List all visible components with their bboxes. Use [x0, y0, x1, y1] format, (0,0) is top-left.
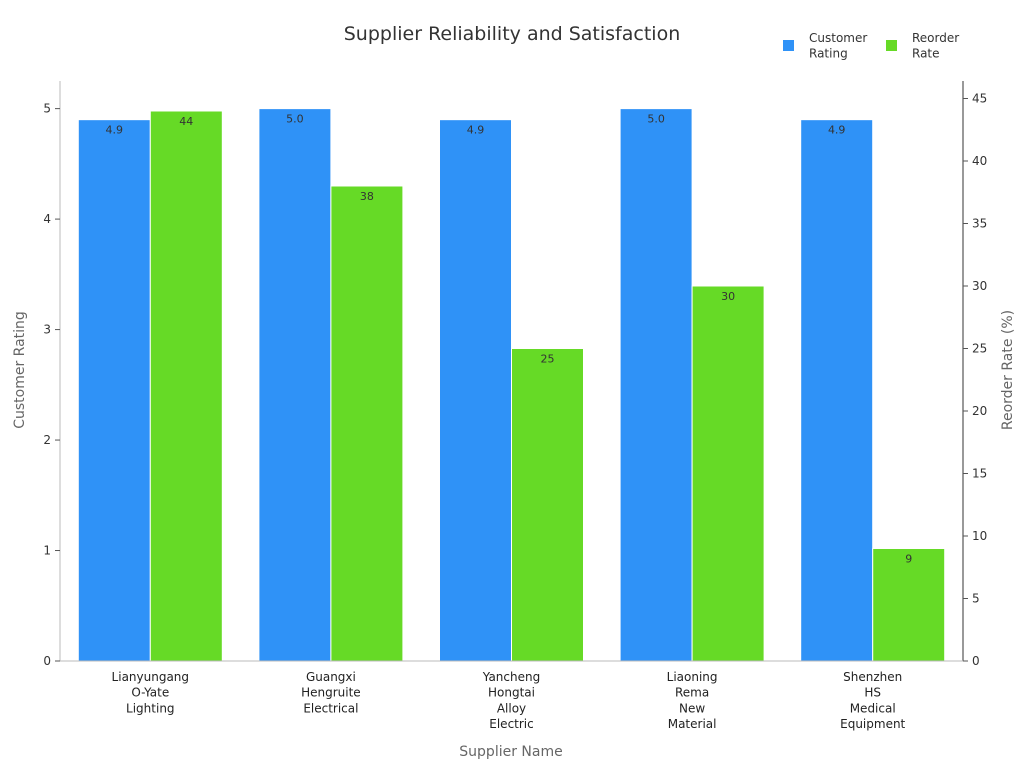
y-tick-label: 3	[43, 323, 51, 337]
x-tick-label: Shenzhen HS Medical Equipment	[840, 670, 905, 731]
y-tick-label: 1	[43, 544, 51, 558]
x-tick-label: Yancheng Hongtai Alloy Electric	[482, 670, 540, 731]
y-tick-label: 0	[43, 654, 51, 668]
bar-reorder-rate-3	[691, 285, 765, 662]
legend-swatch-reorder-rate	[886, 40, 897, 51]
x-tick-label: Guangxi Hengruite Electrical	[301, 670, 361, 715]
chart-title: Supplier Reliability and Satisfaction	[344, 23, 680, 45]
bar-customer-rating-0	[77, 119, 151, 662]
data-label: 5.0	[647, 113, 665, 126]
data-label: 9	[905, 553, 912, 566]
bar-reorder-rate-4	[872, 548, 946, 662]
data-label: 25	[541, 353, 555, 366]
legend-swatch-customer-rating	[783, 40, 794, 51]
data-label: 4.9	[467, 124, 485, 137]
x-tick-label: Lianyungang O-Yate Lighting	[112, 670, 189, 715]
y2-tick-label: 35	[972, 217, 987, 231]
legend-label-reorder-rate: Reorder Rate	[912, 31, 959, 61]
y2-tick-label: 0	[972, 654, 980, 668]
y2-tick-label: 30	[972, 279, 987, 293]
x-axis-label: Supplier Name	[459, 744, 562, 760]
y-tick-label: 5	[43, 102, 51, 116]
y2-tick-label: 20	[972, 404, 987, 418]
y2-tick-label: 15	[972, 467, 987, 481]
bar-reorder-rate-1	[330, 185, 404, 662]
y2-tick-label: 10	[972, 529, 987, 543]
y2-tick-label: 45	[972, 92, 987, 106]
y2-tick-label: 25	[972, 342, 987, 356]
data-label: 30	[721, 290, 735, 303]
legend-label-customer-rating: Customer Rating	[809, 31, 867, 61]
bar-customer-rating-4	[800, 119, 874, 662]
x-tick-label: Liaoning Rema New Material	[667, 670, 718, 731]
bar-reorder-rate-2	[511, 348, 584, 662]
data-label: 4.9	[106, 124, 124, 137]
y-tick-label: 4	[43, 212, 51, 226]
bar-reorder-rate-0	[149, 110, 223, 662]
data-label: 4.9	[828, 124, 846, 137]
y2-tick-label: 5	[972, 592, 980, 606]
bar-customer-rating-2	[439, 119, 512, 662]
bars: 4.9 5.0 4.9 5.0 4.9 44 38 25 30 9	[77, 108, 946, 662]
data-label: 5.0	[286, 113, 304, 126]
y-axis-label: Customer Rating	[12, 311, 28, 429]
y-tick-label: 2	[43, 433, 51, 447]
y2-axis-label: Reorder Rate (%)	[1000, 310, 1016, 430]
bar-customer-rating-1	[258, 108, 332, 662]
legend: Customer Rating Reorder Rate	[783, 31, 959, 61]
bar-customer-rating-3	[619, 108, 693, 662]
y2-tick-label: 40	[972, 154, 987, 168]
data-label: 38	[360, 190, 374, 203]
data-label: 44	[179, 115, 193, 128]
